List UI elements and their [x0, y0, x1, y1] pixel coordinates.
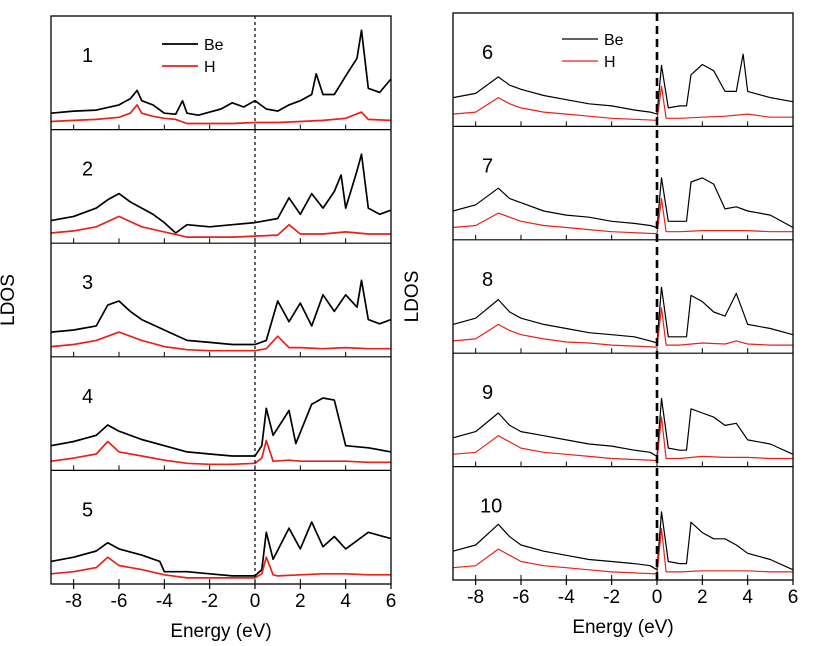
- chart-block-2: 6 7 8 9 10 -8 -6 -4 -2 0 2 4 6 Energy (eV) LDOS Be H: [402, 12, 799, 638]
- series-line-be-panel-9: [452, 397, 794, 457]
- x-tick-label: -2: [201, 591, 218, 612]
- x-tick-label: -6: [111, 591, 128, 612]
- series-line-be-panel-3: [50, 279, 392, 346]
- series-line-be-panel-1: [50, 29, 392, 117]
- y-axis-label: LDOS: [402, 271, 423, 323]
- series-line-be-panel-10: [452, 511, 794, 571]
- x-tick-label: -4: [156, 591, 173, 612]
- plot-frame: [452, 12, 794, 581]
- panel-label-7: 7: [482, 155, 493, 177]
- series-line-h-panel-6: [452, 85, 793, 121]
- x-tick-label: -2: [603, 587, 620, 608]
- panel-label-5: 5: [82, 499, 93, 521]
- series-line-h-panel-9: [452, 416, 793, 462]
- x-tick-label: -8: [467, 587, 484, 608]
- panel-label-1: 1: [82, 45, 93, 67]
- series-line-be-panel-8: [452, 286, 794, 344]
- x-tick-label: 6: [788, 587, 799, 608]
- panel-label-3: 3: [82, 272, 93, 294]
- legend-label-be: Be: [604, 32, 624, 49]
- panel-label-6: 6: [482, 42, 493, 64]
- series-line-h-panel-8: [452, 307, 793, 348]
- x-axis-label: Energy (eV): [572, 617, 673, 638]
- panel-5: 5: [50, 469, 392, 584]
- panel-label-10: 10: [480, 496, 502, 518]
- x-tick-label: 4: [742, 587, 753, 608]
- series-line-h-panel-1: [50, 104, 392, 125]
- y-axis-label: LDOS: [0, 274, 19, 326]
- panel-7: 7: [452, 125, 794, 240]
- series-line-be-panel-6: [452, 53, 794, 115]
- chart-block-1: 1 2 3 4 5 -8 -6 -4 -2 0 2 4 6 Energy (eV) LDOS Be H: [0, 15, 397, 642]
- x-tick-label: 2: [697, 587, 708, 608]
- x-tick-label: -8: [65, 591, 82, 612]
- panel-label-8: 8: [482, 269, 493, 291]
- panel-label-2: 2: [82, 159, 93, 181]
- panel-label-4: 4: [82, 386, 93, 408]
- series-line-h-panel-7: [452, 198, 793, 235]
- panel-10: 10: [452, 466, 794, 580]
- panel-9: 9: [452, 352, 794, 467]
- series-line-h-panel-4: [50, 439, 391, 466]
- x-tick-label: -6: [513, 587, 530, 608]
- x-tick-label: 4: [340, 591, 351, 612]
- x-tick-label: 2: [295, 591, 306, 612]
- legend: Be H: [562, 32, 624, 71]
- series-line-h-panel-3: [50, 331, 391, 352]
- series-line-be-panel-5: [50, 521, 392, 577]
- panel-3: 3: [50, 242, 392, 357]
- legend-label-h: H: [604, 54, 616, 71]
- x-tick-label: 0: [250, 591, 261, 612]
- legend-label-be: Be: [204, 37, 224, 54]
- x-tick-label: -4: [558, 587, 575, 608]
- panel-4: 4: [50, 356, 392, 471]
- panel-label-9: 9: [482, 382, 493, 404]
- series-line-h-panel-2: [50, 215, 391, 238]
- legend: Be H: [162, 37, 224, 76]
- plot-frame: [50, 15, 392, 585]
- panel-8: 8: [452, 239, 794, 354]
- legend-label-h: H: [204, 59, 216, 76]
- series-line-h-panel-10: [452, 527, 793, 575]
- series-line-be-panel-7: [452, 177, 794, 229]
- x-tick-label: 0: [652, 587, 663, 608]
- x-axis-label: Energy (eV): [170, 621, 271, 642]
- panel-2: 2: [50, 129, 392, 244]
- series-line-h-panel-5: [50, 556, 391, 579]
- panel-6: 6: [452, 42, 794, 127]
- series-line-be-panel-2: [50, 153, 392, 234]
- x-tick-label: 6: [386, 591, 397, 612]
